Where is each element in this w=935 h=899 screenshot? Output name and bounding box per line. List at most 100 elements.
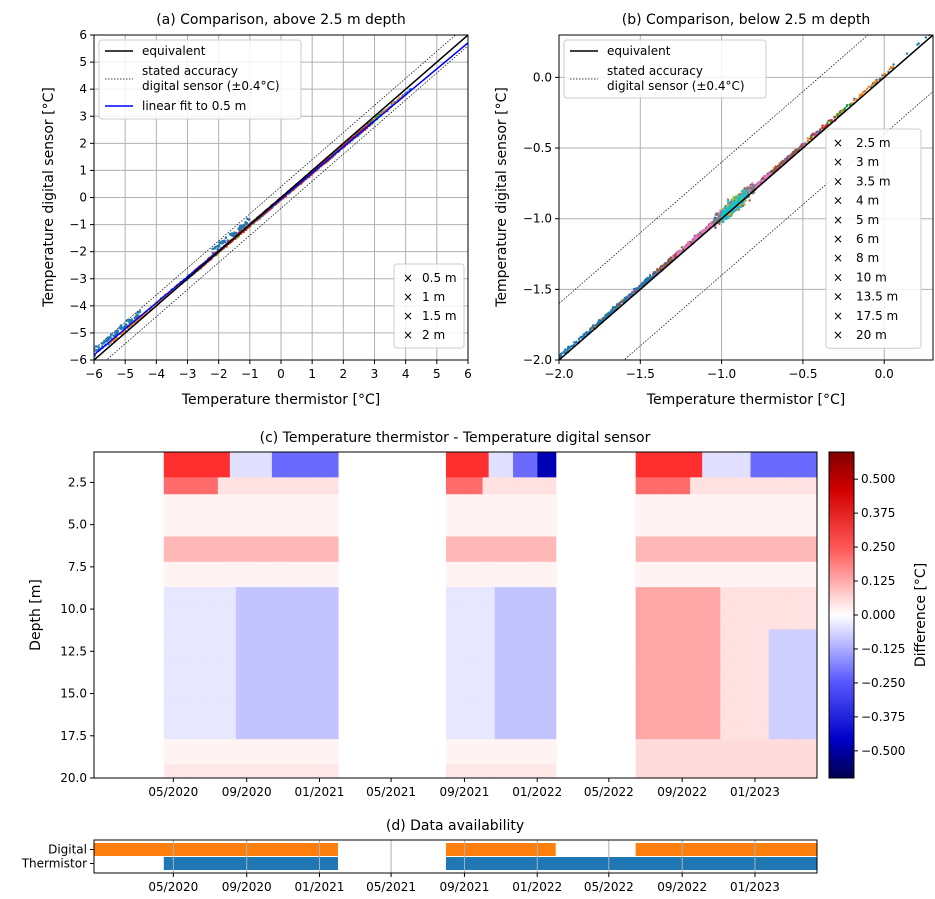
heatmap-cell [211,671,219,681]
heatmap-cell [506,696,514,707]
heatmap-cell [175,519,183,529]
heatmap-cell [289,739,297,749]
heatmap-cell [464,544,471,555]
heatmap-cell [331,629,339,639]
y-tick-label: 6 [79,28,87,42]
heatmap-cell [265,722,273,732]
heatmap-cell [241,713,249,724]
heatmap-cell [543,764,551,774]
legend-marker: × [833,251,843,265]
heatmap-cell [476,637,484,648]
heatmap-cell [217,570,225,580]
heatmap-cell [289,544,297,555]
heatmap-cell [537,620,545,631]
heatmap-cell [259,654,267,664]
heatmap-cell [181,544,189,555]
heatmap-cell [464,578,471,588]
heatmap-cell [187,772,195,778]
heatmap-cell [319,756,327,766]
heatmap-cell [235,747,243,757]
heatmap-cell [458,544,465,555]
heatmap-cell [193,544,201,555]
scatter-point [601,317,605,320]
heatmap-cell [265,511,273,521]
heatmap-cell [647,756,655,766]
heatmap-cell [217,468,225,479]
heatmap-cell [301,747,309,757]
heatmap-cell [476,705,484,715]
legend-label: 17.5 m [856,309,898,323]
heatmap-cell [500,654,508,664]
heatmap-cell [217,739,225,749]
heatmap-cell [199,764,207,774]
heatmap-cell [217,654,225,664]
heatmap-cell [295,595,303,605]
heatmap-cell [277,477,285,487]
heatmap-cell [319,654,327,664]
heatmap-cell [325,477,333,487]
heatmap-cell [271,494,279,504]
heatmap-cell [494,629,502,639]
heatmap-cell [223,747,231,757]
heatmap-cell [211,604,219,614]
heatmap-cell [488,502,496,512]
heatmap-cell [506,528,514,538]
heatmap-cell [259,519,267,529]
heatmap-cell [470,637,478,648]
heatmap-cell [247,739,255,749]
heatmap-cell [647,663,655,673]
heatmap-cell [519,747,526,757]
heatmap-cell [205,722,213,732]
heatmap-cell [253,528,261,538]
heatmap-cell [181,637,189,648]
heatmap-cell [307,772,315,778]
heatmap-cell [193,620,201,631]
heatmap-cell [271,460,279,470]
heatmap-cell [187,612,195,622]
scatter-point [104,339,108,342]
heatmap-cell [223,536,231,546]
heatmap-cell [500,620,508,631]
scatter-point [827,119,830,123]
heatmap-cell [175,595,183,605]
x-tick-label: −2 [210,367,228,381]
heatmap-cell [277,772,285,778]
heatmap-cell [217,587,225,597]
heatmap-cell [289,494,297,504]
heatmap-cell [331,485,339,496]
legend-marker: × [833,309,843,323]
heatmap-cell [458,696,465,707]
heatmap-cell [205,739,213,749]
heatmap-cell [543,612,551,622]
heatmap-cell [301,654,309,664]
heatmap-cell [543,485,551,496]
heatmap-cell [301,485,309,496]
heatmap-cell [470,452,478,462]
heatmap-cell [283,553,291,563]
heatmap-cell [543,519,551,529]
heatmap-cell [531,688,539,698]
heatmap-cell [265,460,273,470]
panel-b-title: (b) Comparison, below 2.5 m depth [622,12,870,28]
heatmap-cell [519,468,526,479]
heatmap-cell [241,663,249,673]
heatmap-cell [635,604,643,614]
heatmap-cell [217,620,225,631]
heatmap-cell [531,629,539,639]
heatmap-cell [295,739,303,749]
heatmap-cell [325,587,333,597]
heatmap-cell [175,747,183,757]
heatmap-cell [506,739,514,749]
heatmap-cell [319,764,327,774]
scatter-point [842,108,845,111]
heatmap-cell [331,764,339,774]
heatmap-cell [325,561,333,572]
heatmap-cell [470,730,478,740]
heatmap-cell [175,587,183,597]
heatmap-cell [253,494,261,504]
heatmap-cell [283,730,291,740]
scatter-point [647,279,650,282]
heatmap-cell [500,536,508,546]
heatmap-cell [488,772,496,778]
